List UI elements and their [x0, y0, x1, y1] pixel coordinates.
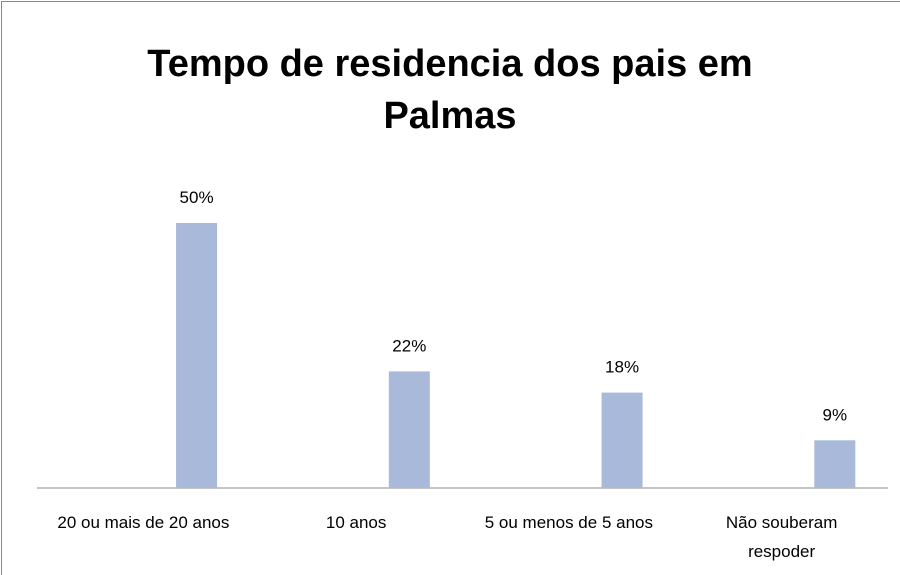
data-label: 18% — [605, 358, 639, 377]
bar — [176, 223, 218, 488]
bar — [814, 440, 856, 488]
chart-title: Tempo de residencia dos pais em Palmas — [147, 43, 753, 137]
bar — [388, 371, 430, 488]
data-label: 22% — [392, 336, 426, 355]
x-tick-label: 10 anos — [325, 513, 387, 532]
data-label: 50% — [180, 188, 214, 207]
data-label: 9% — [823, 405, 848, 424]
x-tick-label: Não souberam respoder — [725, 513, 838, 561]
x-tick-label: 20 ou mais de 20 anos — [57, 513, 230, 532]
x-tick-label: 5 ou menos de 5 anos — [484, 513, 653, 532]
bar — [601, 392, 643, 488]
